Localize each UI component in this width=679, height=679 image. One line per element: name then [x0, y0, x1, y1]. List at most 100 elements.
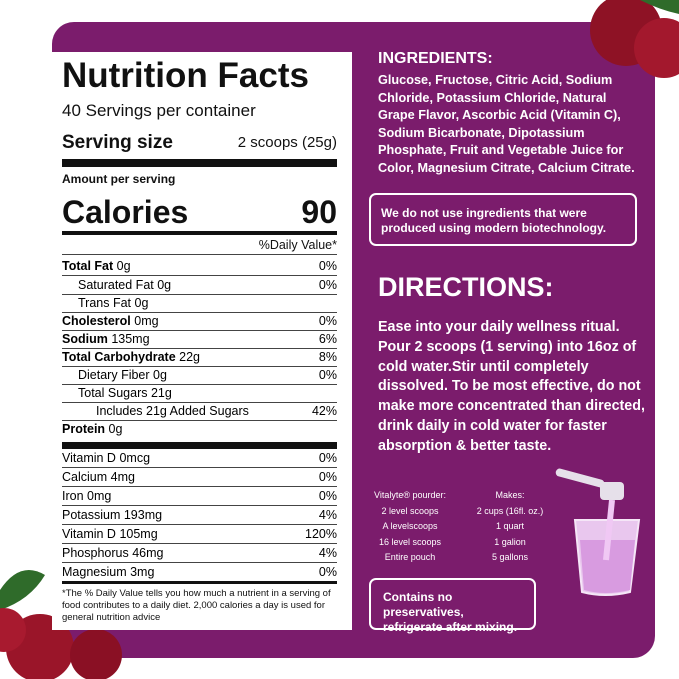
nutrient-row: Cholesterol 0mg 0%: [62, 312, 337, 331]
mineral-dv: 4%: [318, 508, 337, 522]
label-card: [52, 52, 352, 630]
table-row-cell: A levelscoops: [382, 521, 438, 531]
thick-rule: [62, 159, 337, 167]
amount-per-serving: Amount per serving: [62, 172, 176, 186]
mineral-label: Magnesium: [62, 565, 127, 579]
nutrient-row: Dietary Fiber 0g 0%: [62, 366, 337, 385]
scoop-handle: [555, 468, 605, 488]
nutrient-amount: 135mg: [111, 332, 150, 346]
leaf: [640, 0, 679, 14]
mineral-dv: 0%: [318, 565, 337, 579]
nutrient-row: Includes 21g Added Sugars 42%: [62, 402, 337, 421]
nutrient-label: Total Fat: [62, 259, 114, 273]
calories-label: Calories: [62, 194, 189, 230]
ingredients-note: We do not use ingredients that were prod…: [369, 193, 637, 246]
nutrient-amount: 0g: [116, 259, 131, 273]
mixing-table: Vitalyte® pourder: Makes: 2 level scoops 2 …: [370, 488, 570, 566]
nutrient-label: Saturated Fat: [78, 278, 154, 292]
table-row-cell: 5 gallons: [491, 552, 529, 562]
nutrient-label: Sodium: [62, 332, 108, 346]
mineral-amount: 0mcg: [119, 451, 151, 465]
scoop: [600, 482, 624, 500]
serving-size-value: 2 scoops (25g): [237, 134, 337, 151]
powder-stream: [603, 499, 615, 561]
mineral-label: Calcium: [62, 470, 108, 484]
calories-value: 90: [301, 194, 337, 230]
nutrient-amount: 0g: [153, 368, 167, 382]
directions-note: Contains no preservatives, refrigerate a…: [369, 578, 536, 634]
servings: 40 Servings per container: [62, 101, 256, 120]
nutrient-label: Total Carbohydrate: [62, 350, 176, 364]
mineral-row: Vitamin D 0mcg 0%: [62, 449, 337, 468]
nutrient-dv: 8%: [318, 350, 337, 364]
nutrient-row: Trans Fat 0g: [62, 294, 337, 313]
table-row-cell: 1 galion: [494, 536, 526, 547]
dv-header: %Daily Value*: [258, 238, 337, 252]
rule: [62, 254, 337, 255]
mineral-label: Phosphorus: [62, 546, 129, 560]
nutrient-row: Total Carbohydrate 22g 8%: [62, 348, 337, 367]
table-row: 2 level scoops 2 cups (16fl. oz.): [370, 504, 570, 520]
nutrient-amount: 0mg: [134, 314, 159, 328]
thick-rule: [62, 442, 337, 449]
mineral-dv: 0%: [318, 451, 337, 465]
mineral-dv: 120%: [305, 527, 337, 541]
nutrient-amount: 0g: [134, 296, 149, 310]
mineral-amount: 105mg: [119, 527, 158, 541]
ingredients-text: Glucose, Fructose, Citric Acid, Sodium C…: [378, 73, 635, 175]
mineral-row: Calcium 4mg 0%: [62, 468, 337, 487]
table-row-cell: Entire pouch: [384, 552, 436, 562]
drink: [580, 540, 635, 593]
table-header: Vitalyte® pourder: Makes:: [370, 488, 570, 504]
serving-size-label: Serving size: [62, 132, 173, 153]
medium-rule: [62, 581, 337, 584]
table-row-cell: 2 level scoops: [381, 505, 439, 516]
nf-title: Nutrition Facts: [62, 56, 309, 95]
mineral-dv: 0%: [318, 470, 337, 484]
mineral-row: Magnesium 3mg 0%: [62, 563, 337, 581]
leaf: [0, 570, 45, 610]
table-row: Entire pouch 5 gallons: [370, 550, 570, 566]
footnote: *The % Daily Value tells you how much a …: [62, 588, 331, 623]
nutrient-row: Sodium 135mg 6%: [62, 330, 337, 349]
nutrient-dv: 0%: [318, 259, 337, 273]
mineral-label: Vitamin D: [62, 527, 116, 541]
nutrient-label: Protein: [62, 422, 106, 436]
nutrient-label: Trans Fat: [78, 296, 132, 310]
table-row: A levelscoops 1 quart: [370, 519, 570, 535]
mineral-amount: 4mg: [110, 470, 135, 484]
mineral-amount: 193mg: [123, 508, 163, 522]
nutrient-label: Cholesterol: [62, 314, 131, 328]
nutrient-amount: 21g: [150, 386, 172, 400]
nutrient-label: Includes 21g Added Sugars: [96, 404, 249, 418]
nutrient-row: Total Fat 0g 0%: [62, 257, 337, 276]
nutrient-dv: 42%: [311, 404, 337, 418]
table-header-cell: Makes:: [495, 490, 525, 500]
mineral-row: Potassium 193mg 4%: [62, 506, 337, 525]
nutrient-dv: 0%: [318, 314, 337, 328]
cranberry: [634, 18, 679, 78]
table-row-cell: 2 cups (16fl. oz.): [476, 505, 544, 516]
directions-heading: DIRECTIONS:: [378, 272, 554, 302]
directions-text: Ease into your daily wellness ritual. Po…: [378, 319, 645, 454]
table-header-cell: Vitalyte® pourder:: [373, 490, 446, 500]
nutrient-row: Saturated Fat 0g 0%: [62, 276, 337, 295]
ingredients-heading: INGREDIENTS:: [378, 50, 493, 67]
mineral-label: Potassium: [62, 508, 121, 522]
nutrient-label: Total Sugars: [78, 386, 148, 400]
table-row-cell: 16 level scoops: [378, 536, 442, 547]
nutrient-amount: 22g: [179, 350, 201, 364]
table-row-cell: 1 quart: [495, 521, 525, 531]
nutrient-row: Protein 0g: [62, 420, 337, 438]
mineral-label: Iron: [62, 489, 84, 503]
cranberry: [70, 629, 122, 679]
nutrient-dv: 6%: [318, 332, 337, 346]
mineral-dv: 0%: [318, 489, 337, 503]
mineral-amount: 46mg: [132, 546, 164, 560]
mineral-amount: 3mg: [130, 565, 155, 579]
mineral-dv: 4%: [318, 546, 337, 560]
nutrient-amount: 0g: [157, 278, 172, 292]
nutrient-dv: 0%: [318, 278, 337, 292]
